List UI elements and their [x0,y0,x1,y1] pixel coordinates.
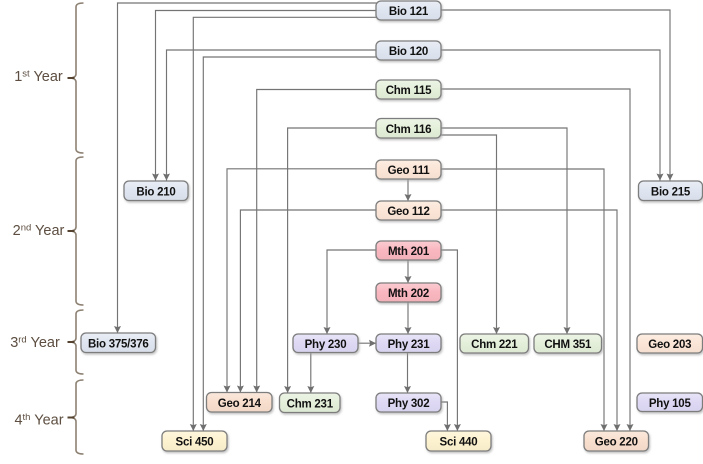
svg-text:Chm 221: Chm 221 [471,339,518,351]
svg-text:Mth 202: Mth 202 [388,288,429,300]
svg-text:Bio 215: Bio 215 [651,186,691,198]
svg-text:Phy 105: Phy 105 [649,398,692,410]
svg-text:Bio 375/376: Bio 375/376 [88,338,149,350]
svg-text:Mth 201: Mth 201 [388,246,430,258]
svg-text:Sci 450: Sci 450 [176,437,214,449]
svg-text:3rd Year: 3rd Year [10,335,60,352]
svg-text:CHM 351: CHM 351 [544,339,592,351]
svg-text:Geo 203: Geo 203 [648,339,691,351]
svg-text:Bio 210: Bio 210 [136,186,175,198]
svg-text:Chm 116: Chm 116 [386,124,432,136]
svg-text:Geo 220: Geo 220 [595,437,638,449]
svg-text:Bio 121: Bio 121 [389,6,429,18]
svg-text:Sci 440: Sci 440 [440,437,478,449]
svg-text:2nd Year: 2nd Year [13,223,65,240]
svg-text:Phy 231: Phy 231 [388,339,431,351]
svg-text:Chm 115: Chm 115 [386,85,432,97]
svg-text:Chm 231: Chm 231 [287,398,334,410]
svg-text:Bio 120: Bio 120 [389,46,428,58]
svg-text:Geo 214: Geo 214 [218,398,262,410]
svg-text:Geo 112: Geo 112 [387,206,429,218]
svg-text:Geo 111: Geo 111 [388,165,431,177]
svg-text:Phy 230: Phy 230 [305,339,347,351]
svg-text:1st Year: 1st Year [14,69,63,86]
svg-text:4th Year: 4th Year [14,412,63,429]
svg-text:Phy 302: Phy 302 [388,398,430,410]
